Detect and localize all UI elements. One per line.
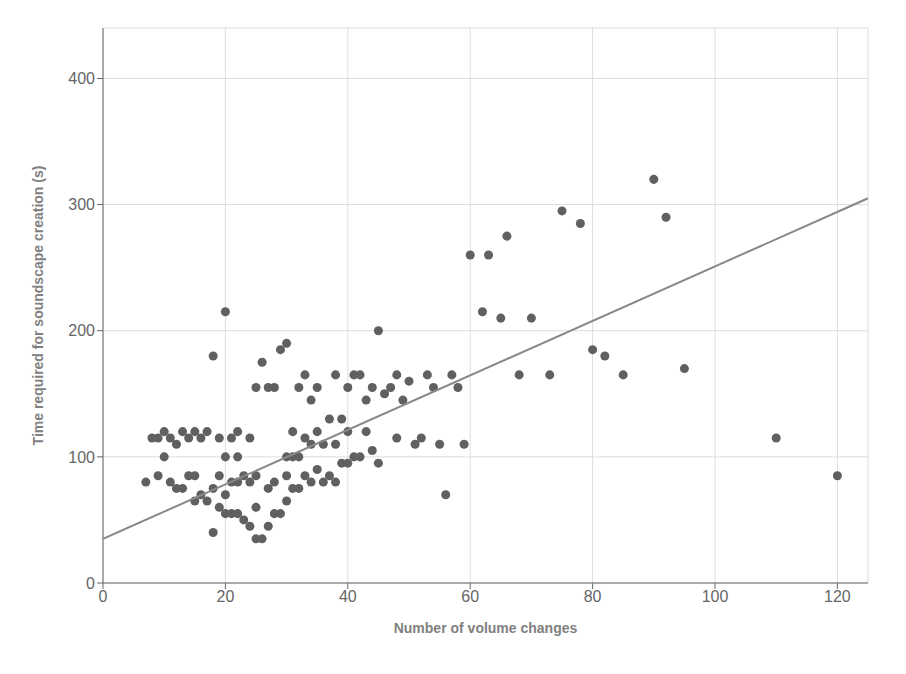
svg-text:40: 40 [339,588,357,605]
svg-text:Time required for soundscape c: Time required for soundscape creation (s… [30,166,46,446]
svg-text:400: 400 [68,70,95,87]
svg-text:Number of volume changes: Number of volume changes [394,620,578,636]
svg-text:100: 100 [68,449,95,466]
svg-text:300: 300 [68,196,95,213]
svg-text:120: 120 [824,588,851,605]
svg-text:80: 80 [584,588,602,605]
svg-text:60: 60 [461,588,479,605]
svg-text:100: 100 [702,588,729,605]
svg-text:0: 0 [86,575,95,592]
svg-text:20: 20 [217,588,235,605]
svg-text:200: 200 [68,322,95,339]
svg-text:0: 0 [99,588,108,605]
